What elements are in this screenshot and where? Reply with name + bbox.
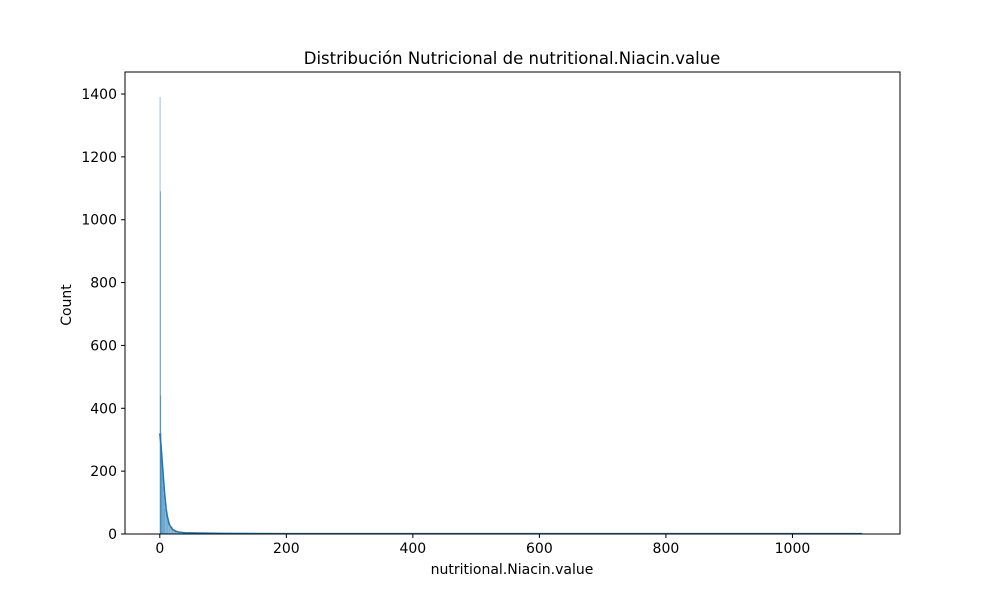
x-tick-label: 400 xyxy=(399,541,426,557)
y-tick-label: 1200 xyxy=(81,150,117,166)
y-tick-label: 1400 xyxy=(81,87,117,103)
x-tick-label: 600 xyxy=(526,541,553,557)
y-tick-label: 400 xyxy=(90,401,117,417)
y-tick-label: 800 xyxy=(90,276,117,292)
y-tick-label: 0 xyxy=(108,527,117,543)
y-tick-label: 1000 xyxy=(81,213,117,229)
plot-frame xyxy=(124,71,901,535)
x-tick-label: 800 xyxy=(653,541,680,557)
y-tick-label: 600 xyxy=(90,338,117,354)
y-tick-label: 200 xyxy=(90,464,117,480)
y-axis-title: Count xyxy=(59,284,75,326)
x-tick-label: 200 xyxy=(273,541,300,557)
axes: 0 200 400 600 800 1000 0 200 400 600 800 1000 1200 14… xyxy=(81,71,901,557)
x-tick-label: 0 xyxy=(155,541,164,557)
x-tick-label: 1000 xyxy=(775,541,811,557)
x-axis-title: nutritional.Niacin.value xyxy=(431,562,594,578)
chart-title: Distribución Nutricional de nutritional.… xyxy=(304,49,721,68)
